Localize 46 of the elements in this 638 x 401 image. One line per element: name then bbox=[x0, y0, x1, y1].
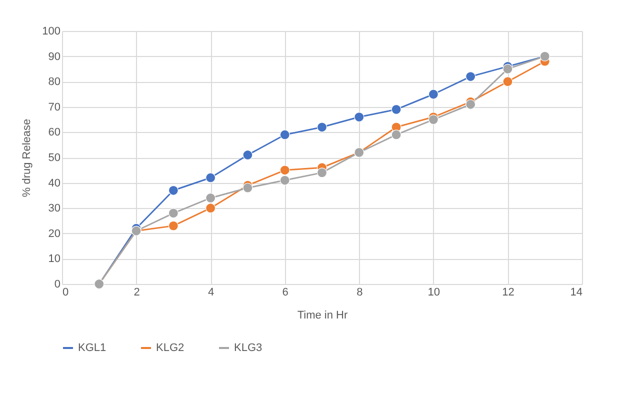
x-axis-title: Time in Hr bbox=[297, 310, 348, 322]
point bbox=[502, 76, 513, 87]
point bbox=[206, 192, 216, 204]
point bbox=[168, 220, 178, 231]
y-tick-label: 10 bbox=[48, 253, 60, 266]
y-tick-label: 50 bbox=[48, 152, 60, 164]
y-tick-label: 40 bbox=[48, 177, 60, 190]
point bbox=[206, 172, 216, 183]
point bbox=[466, 99, 476, 110]
y-tick-label: 70 bbox=[48, 101, 60, 114]
point bbox=[502, 64, 513, 74]
point bbox=[242, 182, 253, 193]
point bbox=[428, 89, 438, 100]
point bbox=[391, 104, 402, 114]
x-tick-label: 12 bbox=[502, 286, 514, 298]
x-tick-label: 14 bbox=[570, 286, 582, 298]
y-tick-label: 80 bbox=[48, 76, 60, 88]
point bbox=[280, 130, 290, 140]
point bbox=[391, 130, 402, 140]
point bbox=[354, 112, 364, 122]
y-tick-label: 20 bbox=[48, 228, 60, 240]
point bbox=[242, 150, 253, 160]
y-tick-label: 100 bbox=[42, 26, 60, 38]
legend-label: KLG3 bbox=[234, 342, 262, 354]
x-tick-label: 10 bbox=[428, 286, 440, 298]
legend-label: KGL1 bbox=[78, 342, 106, 354]
point bbox=[466, 72, 476, 82]
point bbox=[428, 114, 438, 125]
x-tick-label: 2 bbox=[134, 286, 140, 298]
y-tick-label: 30 bbox=[48, 202, 60, 215]
point bbox=[168, 208, 178, 218]
x-tick-label: 4 bbox=[208, 286, 214, 298]
y-axis-title: % drug Release bbox=[21, 118, 34, 198]
x-tick-label: 6 bbox=[282, 286, 288, 298]
point bbox=[280, 165, 290, 176]
y-tick-label: 60 bbox=[48, 126, 60, 139]
y-tick-label: 0 bbox=[54, 278, 60, 290]
point bbox=[280, 175, 290, 186]
point bbox=[168, 185, 178, 196]
point bbox=[316, 168, 328, 178]
x-tick-label: 0 bbox=[62, 286, 69, 298]
y-tick-label: 90 bbox=[48, 50, 60, 63]
x-tick-label: 8 bbox=[356, 286, 363, 298]
point bbox=[206, 203, 216, 214]
point bbox=[316, 122, 328, 132]
legend-label: KLG2 bbox=[156, 342, 184, 354]
